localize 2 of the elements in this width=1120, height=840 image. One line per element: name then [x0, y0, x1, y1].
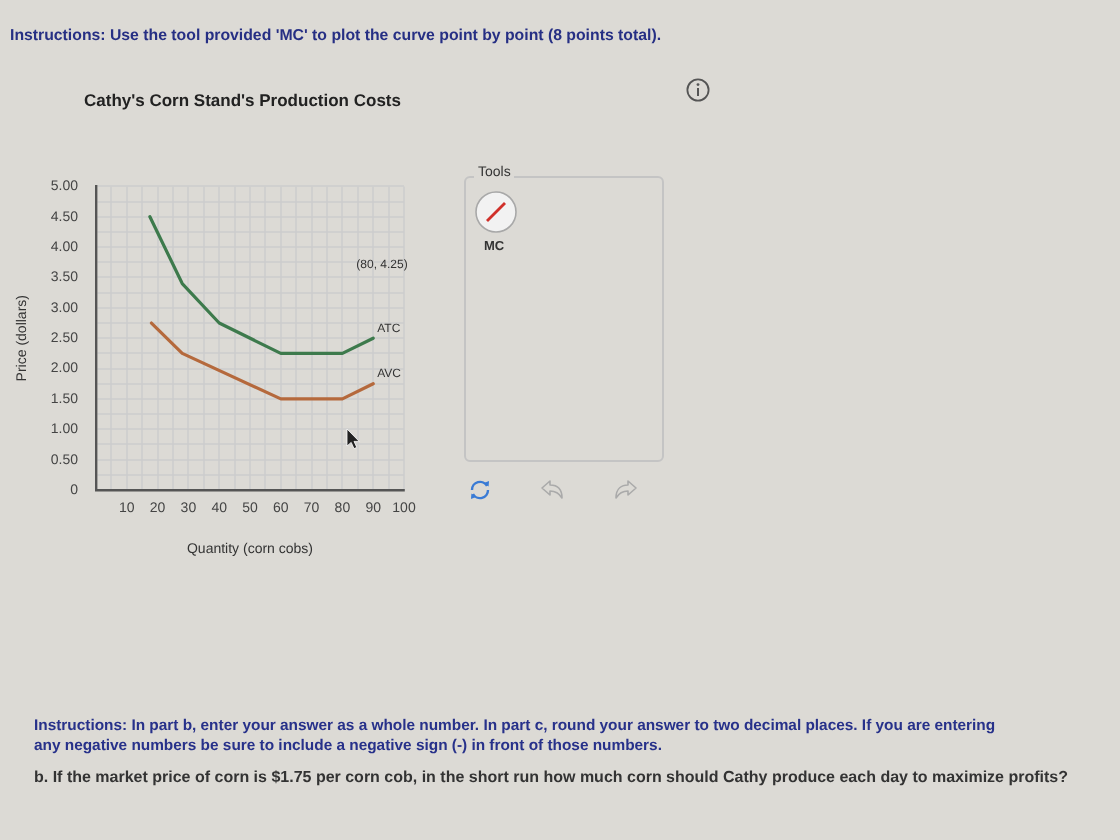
text: b. If the market price of corn is $1.75 per corn cob, in the short run how much corn should Cathy produce each day to maximize profits?	[34, 768, 1068, 786]
chart-title: Cathy's Corn Stand's Production Costs	[84, 90, 401, 110]
